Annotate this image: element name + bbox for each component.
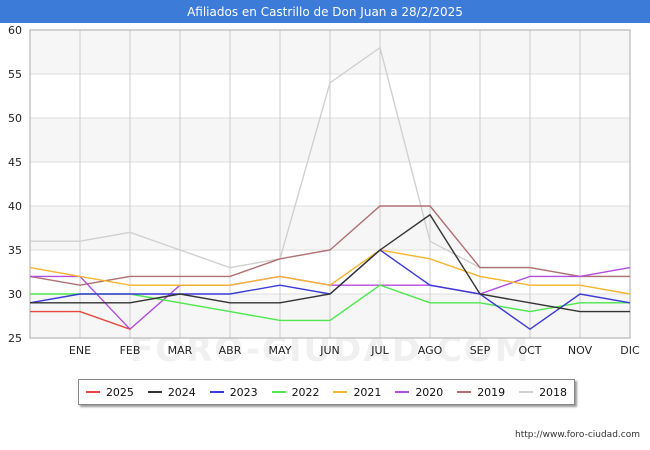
chart-legend: 2025 2024 2023 2022 2021 2020 2019 2018 xyxy=(78,379,575,405)
y-tick-label: 60 xyxy=(8,24,22,37)
legend-swatch xyxy=(209,391,224,393)
legend-label: 2019 xyxy=(477,385,506,399)
y-tick-label: 30 xyxy=(8,288,22,301)
series-line-2021 xyxy=(29,249,631,295)
legend-swatch xyxy=(85,391,100,393)
chart-title-bar: Afiliados en Castrillo de Don Juan a 28/… xyxy=(0,0,650,23)
y-tick-label: 25 xyxy=(8,332,22,345)
series-line-2025 xyxy=(30,310,131,330)
source-url: http://www.foro-ciudad.com xyxy=(515,430,640,440)
x-tick-label: AGO xyxy=(418,344,443,357)
x-tick-label: FEB xyxy=(120,344,141,357)
y-tick-label: 45 xyxy=(8,156,22,169)
series-line-2019 xyxy=(29,205,630,286)
x-tick-label: MAR xyxy=(168,344,193,357)
legend-item-2025: 2025 xyxy=(85,385,134,399)
legend-label: 2023 xyxy=(229,385,258,399)
y-tick-label: 55 xyxy=(8,68,22,81)
legend-label: 2022 xyxy=(291,385,320,399)
y-tick-label: 50 xyxy=(8,112,22,125)
legend-label: 2025 xyxy=(105,385,134,399)
x-tick-label: ABR xyxy=(219,344,242,357)
chart-title: Afiliados en Castrillo de Don Juan a 28/… xyxy=(187,4,463,19)
legend-item-2018: 2018 xyxy=(519,386,567,399)
legend-label: 2024 xyxy=(167,385,196,399)
y-tick-label: 40 xyxy=(8,200,22,213)
legend-label: 2021 xyxy=(353,385,382,399)
legend-item-2023: 2023 xyxy=(209,385,258,399)
legend-label: 2018 xyxy=(539,385,568,399)
legend-item-2020: 2020 xyxy=(395,386,443,399)
y-tick-label: 35 xyxy=(8,244,22,257)
x-tick-label: ENE xyxy=(69,344,91,357)
legend-swatch xyxy=(147,391,162,393)
plot-border xyxy=(29,29,631,339)
x-tick-label: MAY xyxy=(269,344,292,357)
legend-swatch xyxy=(395,391,410,393)
legend-swatch xyxy=(271,391,286,393)
legend-label: 2020 xyxy=(415,385,444,399)
series-line-2024 xyxy=(30,213,630,313)
x-tick-label: NOV xyxy=(568,344,593,357)
legend-swatch xyxy=(457,391,472,393)
x-tick-label: OCT xyxy=(518,344,541,357)
legend-item-2022: 2022 xyxy=(271,385,320,399)
x-tick-label: JUL xyxy=(370,344,389,357)
x-tick-label: SEP xyxy=(470,344,491,357)
x-tick-label: JUN xyxy=(319,344,340,357)
legend-swatch xyxy=(519,391,534,393)
legend-item-2024: 2024 xyxy=(147,385,196,399)
x-tick-label: DIC xyxy=(620,344,640,357)
legend-item-2021: 2021 xyxy=(333,386,381,399)
legend-item-2019: 2019 xyxy=(457,386,505,399)
legend-swatch xyxy=(333,391,348,393)
